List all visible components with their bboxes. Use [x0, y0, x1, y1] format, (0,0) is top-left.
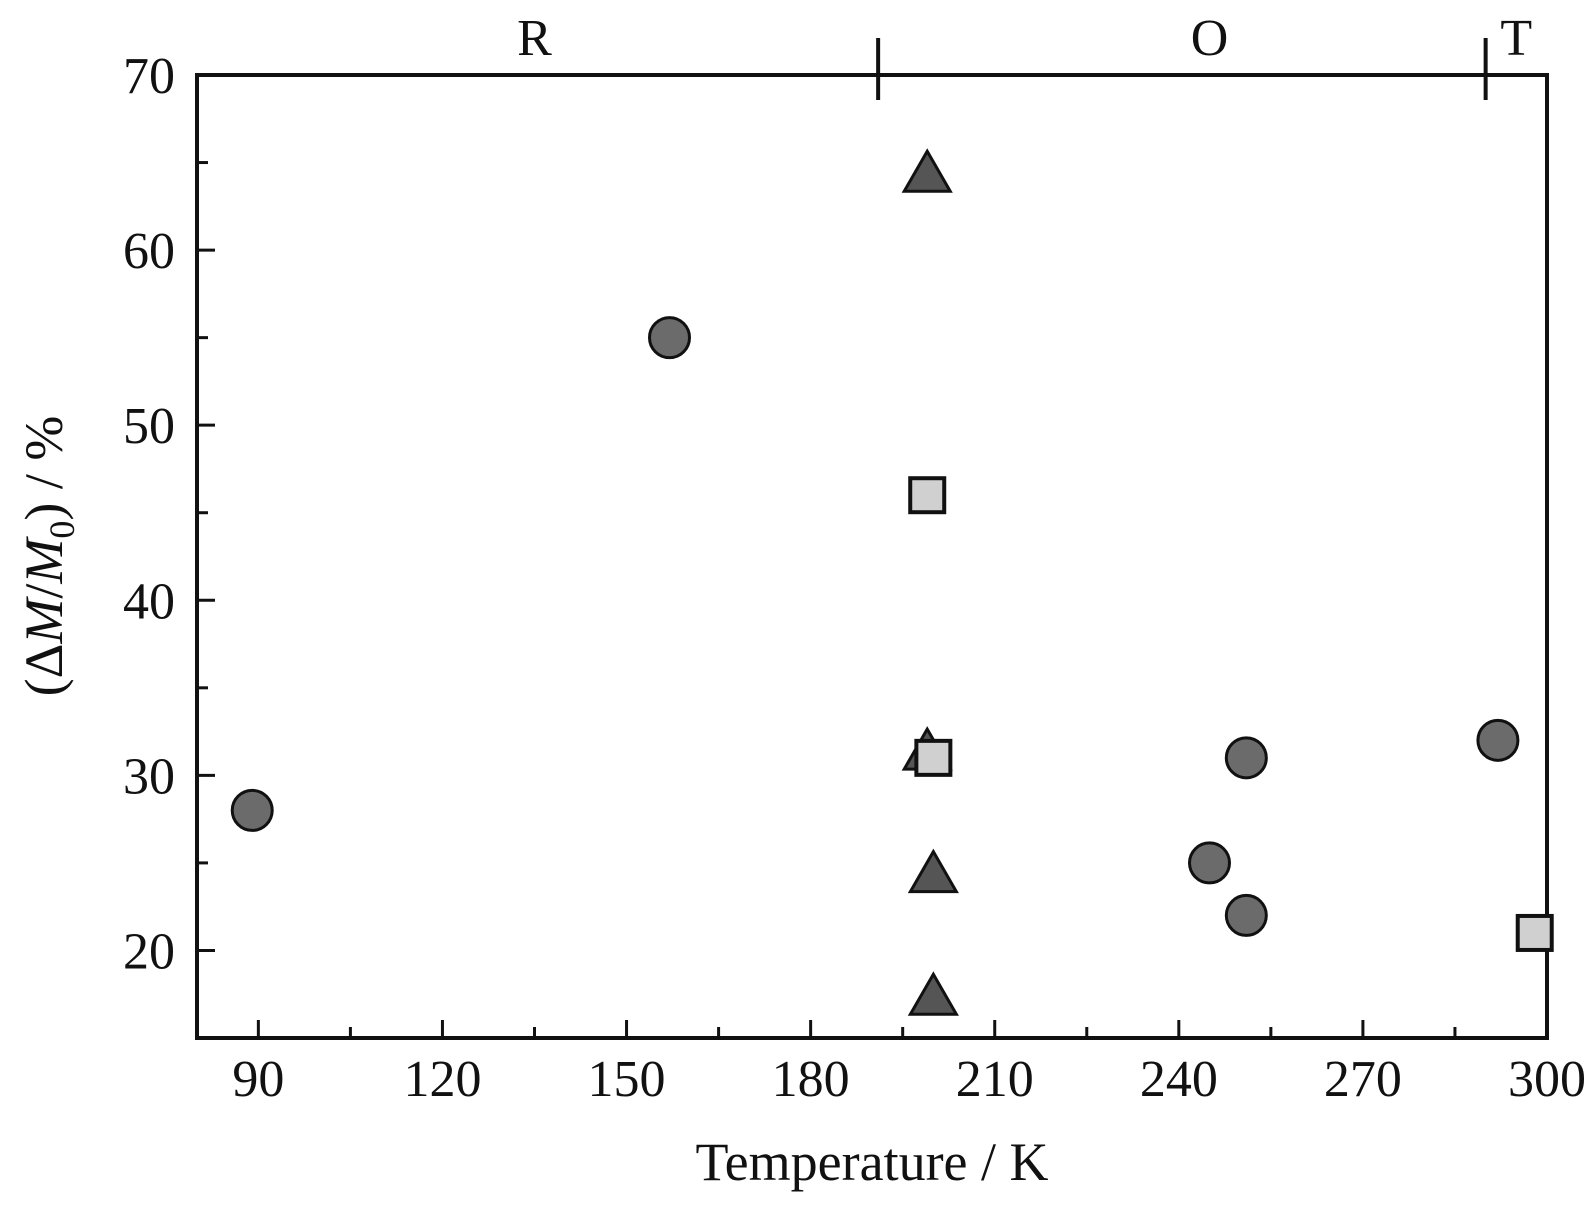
- x-tick-label: 90: [232, 1051, 284, 1108]
- x-axis-ticks: 90 120 150 180 210 240 270 300: [232, 1020, 1585, 1108]
- phase-label-r: R: [517, 10, 552, 67]
- y-tick-label: 50: [123, 398, 175, 455]
- y-axis-title: (ΔM/M0) / %: [14, 416, 82, 697]
- data-points: [230, 148, 1554, 1016]
- x-tick-label: 180: [772, 1051, 850, 1108]
- x-tick-label: 150: [588, 1051, 666, 1108]
- y-tick-label: 30: [123, 748, 175, 805]
- y-axis-title-slash: /: [14, 584, 74, 599]
- y-axis-title-suffix: ) / %: [14, 416, 74, 521]
- phase-label-t: T: [1500, 10, 1532, 67]
- y-axis-title-var-m: M: [14, 596, 74, 645]
- y-axis-title-subscript: 0: [42, 521, 82, 539]
- phase-label-o: O: [1191, 10, 1229, 67]
- x-tick-label: 240: [1140, 1051, 1218, 1108]
- circle-point: [1476, 718, 1520, 762]
- x-tick-label: 120: [403, 1051, 481, 1108]
- y-axis-title-prefix: (Δ: [14, 644, 74, 697]
- circle-point: [1224, 893, 1268, 937]
- plot-frame: [195, 73, 1549, 1040]
- y-axis-title-var-m0: M: [14, 536, 74, 585]
- y-tick-label: 20: [123, 923, 175, 980]
- triangle-point: [907, 971, 959, 1016]
- circle-point: [1188, 841, 1231, 885]
- y-tick-label: 70: [123, 48, 175, 105]
- circle-point: [230, 788, 274, 832]
- circle-point: [1224, 736, 1268, 780]
- x-tick-label: 210: [956, 1051, 1034, 1108]
- circle-point: [648, 316, 691, 360]
- y-axis-ticks: 20 30 40 50 60 70: [123, 48, 215, 1040]
- triangle-point: [907, 848, 959, 894]
- x-tick-label: 270: [1324, 1051, 1402, 1108]
- x-axis-title: Temperature / K: [695, 1132, 1048, 1192]
- x-tick-label: 300: [1508, 1051, 1585, 1108]
- square-point: [1515, 913, 1554, 952]
- y-tick-label: 40: [123, 573, 175, 630]
- square-point: [908, 476, 947, 515]
- square-point: [914, 738, 953, 777]
- y-tick-label: 60: [123, 223, 175, 280]
- triangle-point: [901, 148, 953, 193]
